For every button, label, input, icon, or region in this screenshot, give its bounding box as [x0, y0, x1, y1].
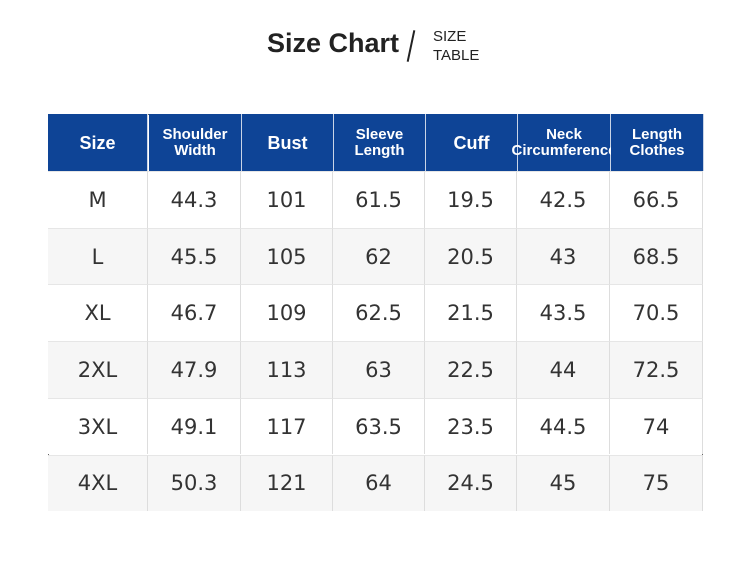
cell-value: 47.9	[148, 341, 241, 398]
cell-value: 45.5	[148, 227, 241, 285]
cell-value: 19.5	[425, 171, 517, 228]
cell-value: 109	[241, 284, 333, 342]
cell-value: 62	[333, 227, 425, 285]
subtitle: SIZE	[433, 28, 467, 45]
cell-value: 44.5	[517, 397, 610, 455]
column-header: Length Clothes	[611, 114, 704, 171]
size-label: M	[48, 171, 148, 228]
cell-value: 23.5	[425, 397, 517, 455]
cell-value: 45	[517, 454, 610, 512]
cell-value: 70.5	[610, 284, 703, 342]
size-label: L	[48, 227, 148, 285]
cell-value: 74	[610, 397, 703, 455]
cell-value: 68.5	[610, 227, 703, 285]
cell-value: 21.5	[425, 284, 517, 342]
cell-value: 66.5	[610, 171, 703, 228]
size-label: 4XL	[48, 454, 148, 512]
cell-value: 44.3	[148, 171, 241, 228]
cell-value: 24.5	[425, 454, 517, 512]
title: Size Chart	[267, 28, 400, 58]
cell-value: 49.1	[148, 397, 241, 455]
size-label: XL	[48, 284, 148, 342]
size-label: 3XL	[48, 397, 148, 455]
cell-value: 63.5	[333, 397, 425, 455]
cell-value: 75	[610, 454, 703, 512]
cell-value: 113	[241, 341, 333, 398]
subtitle: TABLE	[433, 47, 480, 64]
column-header: Size	[48, 114, 148, 171]
column-header: Shoulder Width	[149, 114, 242, 171]
column-header: Sleeve Length	[334, 114, 426, 171]
cell-value: 46.7	[148, 284, 241, 342]
cell-value: 105	[241, 227, 333, 285]
cell-value: 62.5	[333, 284, 425, 342]
cell-value: 20.5	[425, 227, 517, 285]
cell-value: 50.3	[148, 454, 241, 512]
cell-value: 22.5	[425, 341, 517, 398]
cell-value: 121	[241, 454, 333, 512]
cell-value: 42.5	[517, 171, 610, 228]
column-header: Cuff	[426, 114, 518, 171]
cell-value: 72.5	[610, 341, 703, 398]
cell-value: 61.5	[333, 171, 425, 228]
cell-value: 44	[517, 341, 610, 398]
column-header: Neck Circumference	[511, 114, 617, 171]
size-table: Size Shoulder Width Bust Sleeve Length Cuff N…	[48, 114, 704, 512]
size-label: 2XL	[48, 341, 148, 398]
column-header: Bust	[242, 114, 334, 171]
cell-value: 43.5	[517, 284, 610, 342]
cell-value: 64	[333, 454, 425, 512]
cell-value: 63	[333, 341, 425, 398]
divider	[406, 30, 416, 62]
cell-value: 43	[517, 227, 610, 285]
cell-value: 101	[241, 171, 333, 228]
cell-value: 117	[241, 397, 333, 455]
